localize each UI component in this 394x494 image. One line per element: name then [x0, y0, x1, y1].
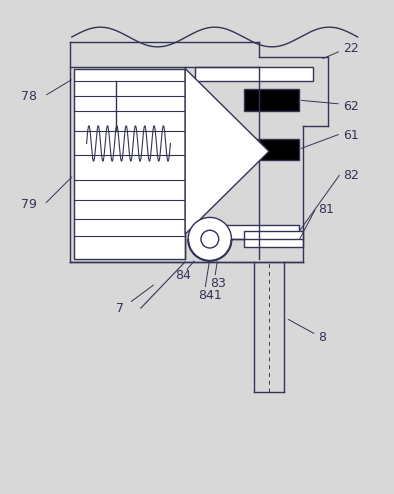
Text: 22: 22 — [343, 42, 359, 55]
Text: 62: 62 — [343, 99, 359, 113]
Circle shape — [201, 230, 219, 248]
Bar — [244, 138, 299, 160]
Bar — [244, 89, 299, 111]
Bar — [244, 231, 303, 247]
Text: 84: 84 — [175, 269, 191, 282]
Text: 841: 841 — [198, 289, 222, 302]
Text: 61: 61 — [343, 129, 359, 142]
Bar — [259, 238, 299, 246]
Text: 83: 83 — [210, 277, 226, 290]
Text: 82: 82 — [343, 168, 359, 181]
Text: 78: 78 — [20, 89, 37, 103]
Bar — [74, 69, 185, 259]
Text: 79: 79 — [20, 198, 36, 211]
Polygon shape — [185, 69, 269, 234]
Text: 81: 81 — [318, 203, 334, 216]
Circle shape — [188, 217, 232, 261]
Bar — [225, 225, 299, 239]
Text: 7: 7 — [116, 302, 124, 315]
Bar — [195, 67, 313, 82]
Text: 8: 8 — [318, 331, 326, 344]
